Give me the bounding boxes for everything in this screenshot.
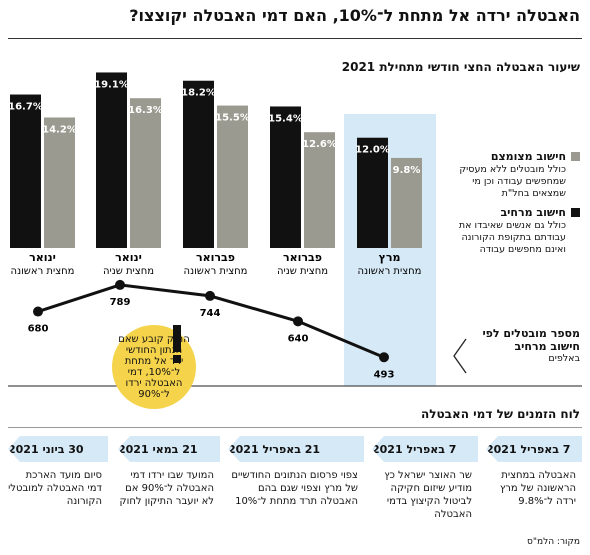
bar-broad (10, 94, 41, 249)
count-label: 680 (28, 324, 49, 335)
timeline-text: האבטלה במחצית הראשונה של מרץ ירדה ל־9.8% (499, 470, 576, 507)
timeline-text: שר האוצר ישראל כץ מודיע שיזום חקיקה לביט… (384, 470, 472, 520)
count-point (33, 306, 43, 317)
timeline-text: המועד שבו ירדו דמי האבטלה ל־90% אם לא יו… (119, 470, 214, 507)
data-label-narrow: 12.6% (302, 139, 337, 150)
bar-broad (96, 72, 127, 248)
data-label-narrow: 9.8% (393, 165, 421, 176)
timeline-date: 7 באפריל 2021 (372, 436, 478, 462)
count-label: 640 (288, 333, 309, 344)
chart-title: שיעור האבטלה החצי חודשי מתחילת 2021 (341, 60, 580, 74)
data-label-broad: 16.7% (8, 102, 43, 113)
x-tick-month: מרץ (379, 251, 401, 264)
data-label-narrow: 15.5% (215, 113, 250, 124)
bar-broad (357, 137, 388, 248)
legend-broad-title: חישוב מרחיב (500, 206, 566, 219)
legend-broad-desc: כולל גם אנשים שאיבדו את עבודתם בתקופת הק… (458, 220, 566, 255)
bar-broad (270, 106, 301, 248)
timeline-date: 7 באפריל 2021 (486, 436, 582, 462)
data-label-broad: 12.0% (355, 145, 390, 156)
timeline-date: 21 במאי 2021 (118, 436, 220, 462)
data-label-narrow: 14.2% (42, 124, 77, 135)
timeline-title: לוח הזמנים של דמי האבטלה (421, 407, 580, 421)
source-note: מקור: הלמ"ס (526, 537, 580, 547)
count-series-unit: באלפים (548, 353, 580, 364)
count-label: 744 (200, 308, 221, 319)
x-tick-month: ינואר (115, 251, 142, 264)
legend-narrow-title: חישוב מצומצם (490, 150, 566, 163)
legend-swatch-narrow (571, 152, 580, 161)
bar-broad (183, 80, 214, 248)
x-tick-half: מחצית ראשונה (184, 266, 248, 277)
timeline-divider (8, 427, 582, 428)
timeline-text: סיום מועד הארכת דמי האבטלה למובטלי הקורו… (8, 470, 102, 507)
count-series-title: מספר מובטלים לפי חישוב מרחיב (482, 327, 580, 353)
exclamation-icon (173, 325, 181, 363)
timeline-item: 7 באפריל 2021 האבטלה במחצית הראשונה של מר… (486, 436, 582, 508)
x-tick-half: מחצית שניה (103, 266, 154, 277)
x-tick-month: פברואר (283, 251, 322, 264)
law-callout: החוק קובע שאם הנתון החודשי ירד אל מתחת ל… (112, 325, 196, 409)
count-label: 789 (110, 297, 131, 308)
bar-narrow (130, 98, 161, 248)
x-tick-half: מחצית ראשונה (358, 266, 422, 277)
count-label: 493 (374, 369, 395, 380)
title-divider (8, 38, 582, 39)
x-tick-month: פברואר (196, 251, 235, 264)
x-tick-month: ינואר (29, 251, 56, 264)
legend-narrow: חישוב מצומצם כולל מובטלים ללא מעסיק שמחפ… (440, 150, 580, 200)
x-tick-half: מחצית שניה (277, 266, 328, 277)
data-label-narrow: 16.3% (128, 105, 163, 116)
timeline-item: 7 באפריל 2021 שר האוצר ישראל כץ מודיע שיז… (372, 436, 478, 521)
legend-narrow-desc: כולל מובטלים ללא מעסיק שמחפשים עבודה וכן… (459, 164, 566, 199)
legend-broad: חישוב מרחיב כולל גם אנשים שאיבדו את עבוד… (440, 206, 580, 256)
timeline-text: צפוי פרסום הנתונים החודשיים של מרץ וצפוי… (231, 470, 358, 507)
count-point (293, 316, 303, 327)
bar-narrow (44, 117, 75, 248)
data-label-broad: 19.1% (94, 79, 129, 90)
data-label-broad: 18.2% (181, 88, 216, 99)
timeline-item: 21 במאי 2021 המועד שבו ירדו דמי האבטלה ל־… (118, 436, 220, 508)
page-title: האבטלה ירדה אל מתחת ל־10%, האם דמי האבטל… (129, 6, 580, 25)
count-point (115, 279, 125, 290)
count-point (379, 352, 389, 363)
timeline-item: 21 באפריל 2021 צפוי פרסום הנתונים החודשיי… (228, 436, 364, 508)
bar-narrow (217, 105, 248, 248)
chevron-left-icon (453, 338, 467, 374)
bar-narrow (391, 157, 422, 248)
count-point (205, 290, 215, 301)
x-tick-half: מחצית ראשונה (11, 266, 75, 277)
timeline-date: 21 באפריל 2021 (228, 436, 364, 462)
unemployment-chart: 16.7% 14.2% ינואר מחצית ראשונה 19.1% 16.3% ינו… (8, 72, 582, 387)
data-label-broad: 15.4% (268, 113, 303, 124)
timeline-date: 30 ביוני 2021 (8, 436, 108, 462)
count-series-label: מספר מובטלים לפי חישוב מרחיב באלפים (470, 327, 580, 364)
legend-swatch-broad (571, 208, 580, 217)
timeline-item: 30 ביוני 2021 סיום מועד הארכת דמי האבטלה … (8, 436, 108, 508)
bar-narrow (304, 132, 335, 248)
